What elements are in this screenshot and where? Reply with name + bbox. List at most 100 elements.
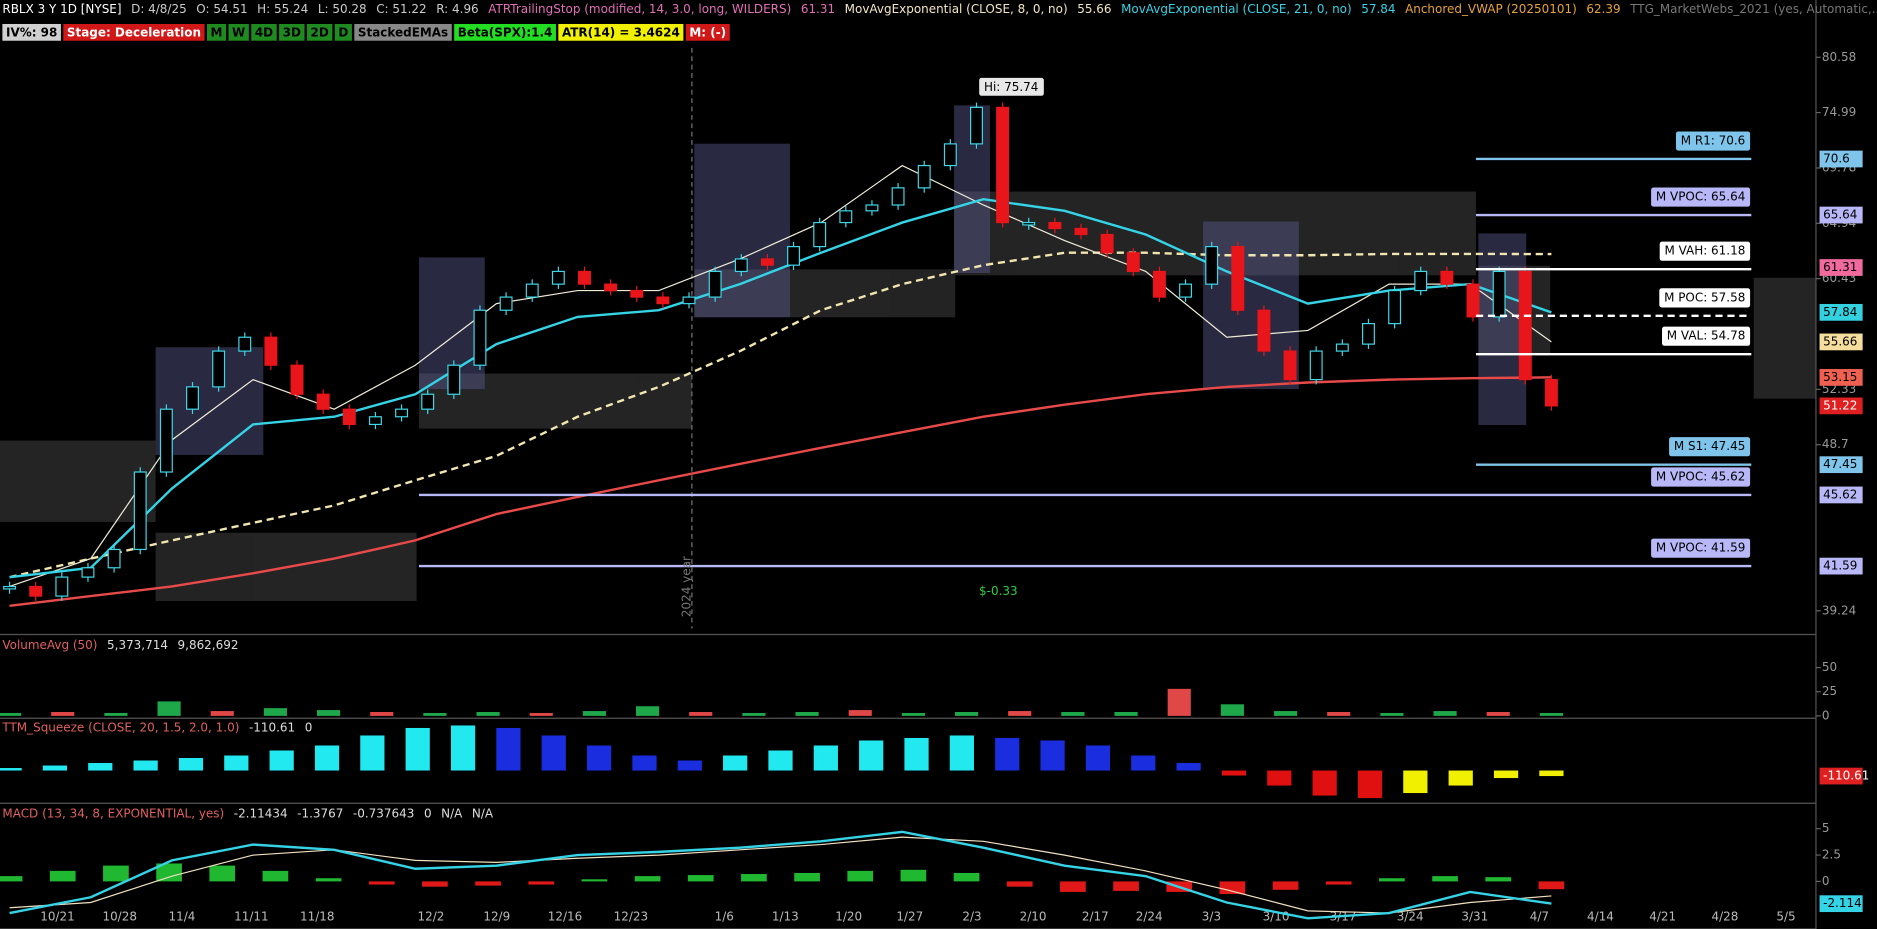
x-tick-label: 1/20 <box>835 909 862 923</box>
volume-bar <box>1486 712 1510 716</box>
indicator-line <box>9 830 1552 920</box>
candle <box>1074 227 1088 236</box>
indicator-line <box>9 836 1552 914</box>
price-tag <box>1819 767 1863 785</box>
y-tick-label: 48.7 <box>1822 437 1849 451</box>
y-tick-label: 74.99 <box>1822 105 1856 119</box>
candle <box>917 164 931 189</box>
candle <box>943 143 957 167</box>
level-label: M POC: 57.58 <box>1659 288 1751 308</box>
volume-bar <box>1380 712 1404 716</box>
squeeze-bar <box>1085 745 1111 771</box>
panel-stat: -110.61 <box>249 720 295 734</box>
candle <box>1126 252 1140 273</box>
squeeze-bar <box>224 755 249 771</box>
volume-bar <box>901 712 925 716</box>
price-tag <box>1819 895 1863 913</box>
badge <box>558 23 684 41</box>
header-item: D: 4/8/25 <box>131 2 187 16</box>
level-label-box <box>1651 467 1751 487</box>
price-tag-label: 41.59 <box>1823 559 1857 573</box>
level-label-box <box>1659 241 1751 261</box>
squeeze-bar <box>632 755 657 771</box>
level-label: M R1: 70.6 <box>1675 131 1751 151</box>
badge-text: W <box>232 25 245 39</box>
macd-bar <box>900 869 927 882</box>
y-tick-label: 39.24 <box>1822 603 1856 617</box>
level-label-box <box>1651 187 1751 207</box>
panel-title: VolumeAvg (50) <box>2 638 97 652</box>
x-tick-label: 5/5 <box>1776 909 1795 923</box>
squeeze-bar <box>813 745 838 771</box>
badge <box>2 23 61 41</box>
macd-bar <box>1485 877 1512 882</box>
price-tag <box>1819 150 1863 168</box>
x-tick-label: 10/21 <box>40 909 75 923</box>
candle <box>1544 378 1558 407</box>
squeeze-bar <box>723 755 748 771</box>
volume-bar <box>1220 704 1244 716</box>
badge-text: StackedEMAs <box>358 25 448 39</box>
candle <box>891 187 905 206</box>
squeeze-bar <box>88 763 113 771</box>
squeeze-bar <box>541 735 566 771</box>
volume-bar <box>1167 688 1191 716</box>
candle <box>1414 270 1428 292</box>
candle <box>1152 270 1166 298</box>
header-item: MovAvgExponential (CLOSE, 8, 0, no) <box>845 2 1068 16</box>
badge-text: 4D <box>255 25 273 39</box>
candle <box>264 336 278 366</box>
volume-bar <box>157 701 181 716</box>
squeeze-bar <box>768 750 793 771</box>
squeeze-bar <box>405 727 430 771</box>
volume-bar <box>529 712 553 716</box>
x-tick-label: 12/2 <box>417 909 444 923</box>
candle <box>473 309 487 366</box>
candle <box>525 283 539 298</box>
volume-bar <box>795 712 819 716</box>
high-box <box>979 77 1044 96</box>
macd-bar <box>687 875 714 882</box>
squeeze-bar <box>269 750 294 771</box>
header-item: RBLX 3 Y 1D [NYSE] <box>2 2 121 16</box>
header-item: 57.84 <box>1361 2 1395 16</box>
price-tag <box>1819 303 1863 321</box>
volume-bar <box>1114 712 1138 716</box>
panel-stat: -2.11434 <box>234 807 288 821</box>
badge <box>354 23 452 41</box>
squeeze-bar <box>42 765 68 771</box>
level-label: M VPOC: 65.64 <box>1651 187 1751 207</box>
x-tick-label: 3/24 <box>1397 909 1424 923</box>
badge <box>251 23 277 41</box>
level-label-text: M VAL: 54.78 <box>1667 329 1746 343</box>
squeeze-bar <box>178 758 204 771</box>
macd-bar <box>422 881 448 887</box>
candle <box>1022 221 1036 226</box>
level-label-text: M VPOC: 41.59 <box>1656 541 1745 555</box>
candle <box>159 408 173 473</box>
candle <box>708 270 722 298</box>
candle <box>578 270 591 285</box>
x-tick-label: 3/31 <box>1461 909 1488 923</box>
volume-bar <box>0 712 22 716</box>
badge-text: IV%: 98 <box>6 25 57 39</box>
candle <box>55 576 69 597</box>
volume-bar <box>104 712 128 716</box>
panel-stat: 0 <box>305 720 313 734</box>
badge <box>63 23 205 41</box>
badge <box>454 23 556 41</box>
candle <box>212 350 226 388</box>
x-tick-label: 11/18 <box>300 909 335 923</box>
candle <box>865 204 879 212</box>
candle <box>3 585 17 590</box>
candle <box>1179 283 1193 298</box>
volume-bar <box>423 712 447 716</box>
price-tag-label: 65.64 <box>1823 208 1857 222</box>
macd-bar <box>368 881 395 885</box>
price-tag-label: 45.62 <box>1823 487 1857 501</box>
price-tag-label: 61.31 <box>1823 260 1857 274</box>
candle <box>1518 270 1532 381</box>
macd-bar <box>262 870 289 882</box>
volume-bar <box>370 712 394 716</box>
candle <box>1205 246 1219 285</box>
